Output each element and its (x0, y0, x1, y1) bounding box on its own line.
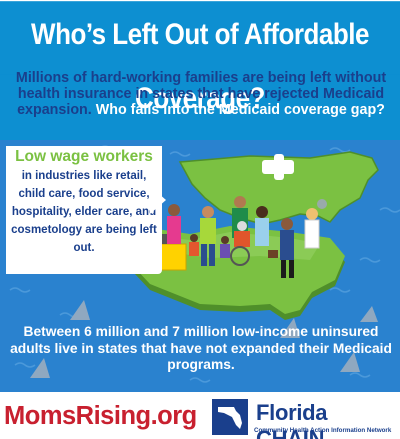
florida-chain-logo (212, 399, 248, 435)
us-map (178, 151, 379, 225)
shark-fin-icon (30, 300, 378, 378)
intro-text: Millions of hard-working families are be… (10, 70, 392, 118)
wave-pattern (9, 145, 400, 383)
page-title: Who’s Left Out of Affordable Coverage? (0, 1, 400, 115)
intro-background (0, 64, 400, 140)
low-wage-workers-callout: Low wage workers in industries like reta… (6, 146, 162, 274)
callout-heading: Low wage workers (15, 148, 153, 165)
intro-text-part2: Who falls into the Medicaid coverage gap… (95, 102, 385, 118)
footer (0, 392, 400, 439)
momsrising-logo-text[interactable]: MomsRising.org (4, 402, 197, 430)
florida-chain-subtitle: Community Health Action Information Netw… (254, 427, 392, 434)
statistic-text: Between 6 million and 7 million low-inco… (10, 324, 392, 372)
intro-text-part1: Millions of hard-working families are be… (15, 70, 387, 118)
florida-chain-name[interactable]: Florida CHAIN (256, 400, 328, 439)
callout-body: in industries like retail, child care, f… (11, 170, 157, 254)
callout-pointer (150, 186, 166, 214)
medical-cross-icon (262, 154, 294, 180)
